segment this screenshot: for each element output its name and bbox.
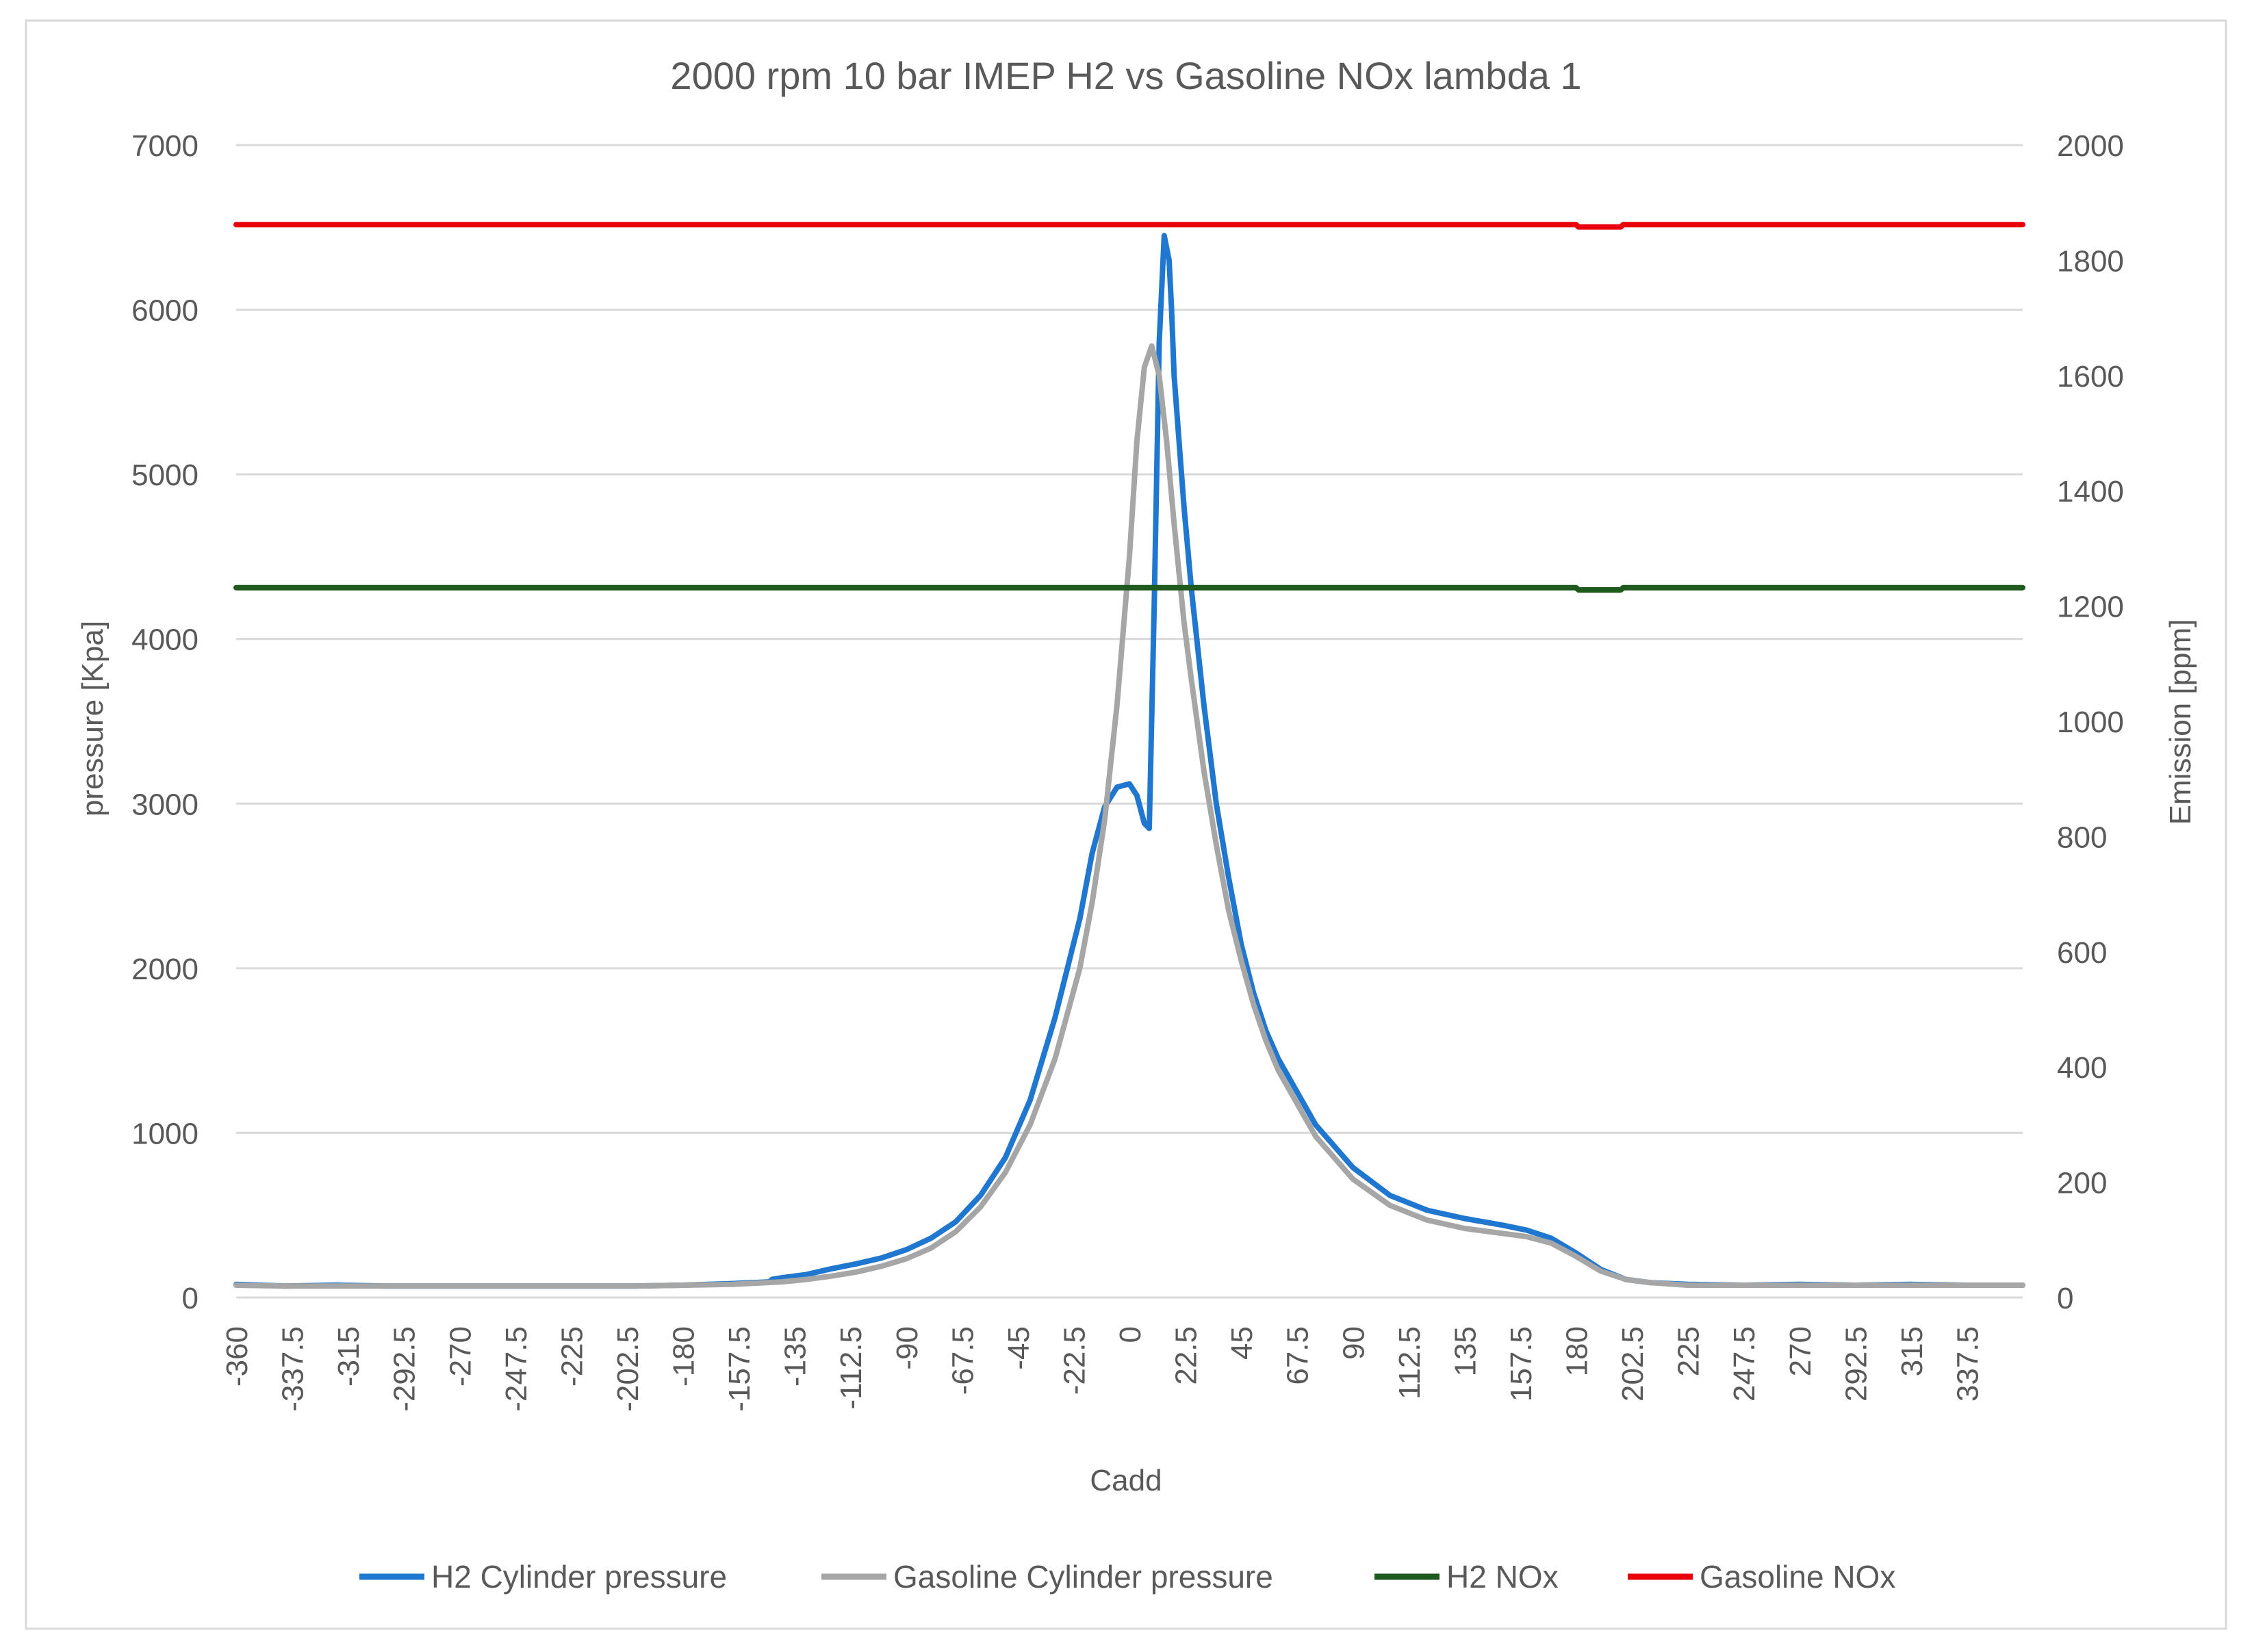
x-tick-label: 292.5: [1839, 1326, 1873, 1402]
x-tick-label: 0: [1114, 1326, 1147, 1343]
legend-item-gasoline-pressure[interactable]: Gasoline Cylinder pressure: [821, 1559, 1273, 1595]
x-tick-label: 112.5: [1393, 1326, 1426, 1399]
series-layer: [233, 222, 2025, 1289]
x-tick-label: -360: [220, 1326, 254, 1386]
x-tick-label: 90: [1337, 1326, 1370, 1360]
legend-label-h2-nox: H2 NOx: [1446, 1559, 1559, 1595]
x-tick-label: -292.5: [388, 1326, 422, 1412]
series-line-gasoline-nox: [233, 222, 2025, 230]
y-tick-label: 1000: [131, 1117, 199, 1150]
x-tick-label: 202.5: [1616, 1326, 1650, 1402]
x-tick-label: 337.5: [1951, 1326, 1984, 1402]
legend-label-h2-pressure: H2 Cylinder pressure: [431, 1559, 727, 1595]
y-tick-label: 2000: [131, 953, 199, 986]
y-tick-label: 4000: [131, 623, 199, 657]
x-tick-label: -90: [891, 1326, 924, 1370]
x-tick-label: -112.5: [834, 1326, 868, 1410]
x-axis-title: Cadd: [1090, 1464, 1162, 1497]
x-tick-label: 45: [1225, 1326, 1259, 1360]
x-tick-label: -22.5: [1058, 1326, 1091, 1395]
chart-frame: [25, 19, 2227, 1630]
legend-label-gasoline-nox: Gasoline NOx: [1700, 1559, 1895, 1595]
x-tick-label: 157.5: [1505, 1326, 1538, 1402]
x-tick-label: -180: [667, 1326, 701, 1386]
x-tick-label: -315: [332, 1326, 366, 1386]
legend-label-gasoline-pressure: Gasoline Cylinder pressure: [893, 1559, 1273, 1595]
series-line-gasoline-cylinder-pressure: [233, 343, 2025, 1289]
x-tick-label: 247.5: [1728, 1326, 1761, 1402]
y-tick-label: 7000: [131, 129, 199, 163]
y-axis-right-title: Emission [ppm]: [2164, 619, 2197, 825]
y-axis-left-title: pressure [Kpa]: [76, 621, 110, 816]
legend-item-h2-nox[interactable]: H2 NOx: [1374, 1559, 1559, 1595]
x-tick-label: 135: [1448, 1326, 1482, 1376]
x-tick-label: -67.5: [946, 1326, 980, 1395]
x-tick-label: -135: [779, 1326, 812, 1386]
x-tick-label: -202.5: [611, 1326, 645, 1412]
x-axis: -360 -337.5 -315 -292.5 -270 -247.5 -225 -202.5…: [220, 1326, 1984, 1412]
y2-tick-label: 1200: [2057, 591, 2124, 624]
gridlines: [236, 144, 2023, 1299]
x-tick-label: -45: [1002, 1326, 1036, 1370]
x-tick-label: 270: [1784, 1326, 1817, 1376]
y2-tick-label: 800: [2057, 821, 2107, 854]
x-tick-label: 180: [1561, 1326, 1594, 1376]
y2-tick-label: 1400: [2057, 475, 2124, 508]
x-tick-label: -337.5: [277, 1326, 310, 1412]
y2-tick-label: 2000: [2057, 129, 2124, 163]
legend-item-gasoline-nox[interactable]: Gasoline NOx: [1628, 1559, 1895, 1595]
series-line-h2-nox: [233, 584, 2025, 593]
y-tick-label: 3000: [131, 788, 199, 821]
y2-tick-label: 1000: [2057, 706, 2124, 739]
x-tick-label: 315: [1895, 1326, 1929, 1376]
x-tick-label: 67.5: [1281, 1326, 1315, 1385]
y2-tick-label: 400: [2057, 1051, 2107, 1085]
x-tick-label: 22.5: [1170, 1326, 1203, 1385]
y2-tick-label: 600: [2057, 936, 2107, 970]
x-tick-label: -270: [444, 1326, 477, 1386]
legend: H2 Cylinder pressure Gasoline Cylinder p…: [359, 1559, 1895, 1595]
y-axis-left: 0 1000 2000 3000 4000 5000 6000 7000: [131, 129, 199, 1315]
y-tick-label: 6000: [131, 294, 199, 328]
chart-title: 2000 rpm 10 bar IMEP H2 vs Gasoline NOx …: [670, 54, 1581, 97]
x-tick-label: -225: [555, 1326, 589, 1386]
x-tick-label: -157.5: [723, 1326, 756, 1412]
x-tick-label: -247.5: [500, 1326, 533, 1412]
y2-tick-label: 200: [2057, 1167, 2107, 1200]
x-tick-label: 225: [1672, 1326, 1706, 1376]
y2-tick-label: 1800: [2057, 244, 2124, 278]
y-tick-label: 0: [182, 1282, 199, 1315]
y-axis-right: 0 200 400 600 800 1000 1200 1400 1600 1800 2000: [2057, 129, 2124, 1315]
legend-item-h2-pressure[interactable]: H2 Cylinder pressure: [359, 1559, 727, 1595]
y2-tick-label: 0: [2057, 1282, 2073, 1315]
y2-tick-label: 1600: [2057, 360, 2124, 393]
y-tick-label: 5000: [131, 459, 199, 492]
